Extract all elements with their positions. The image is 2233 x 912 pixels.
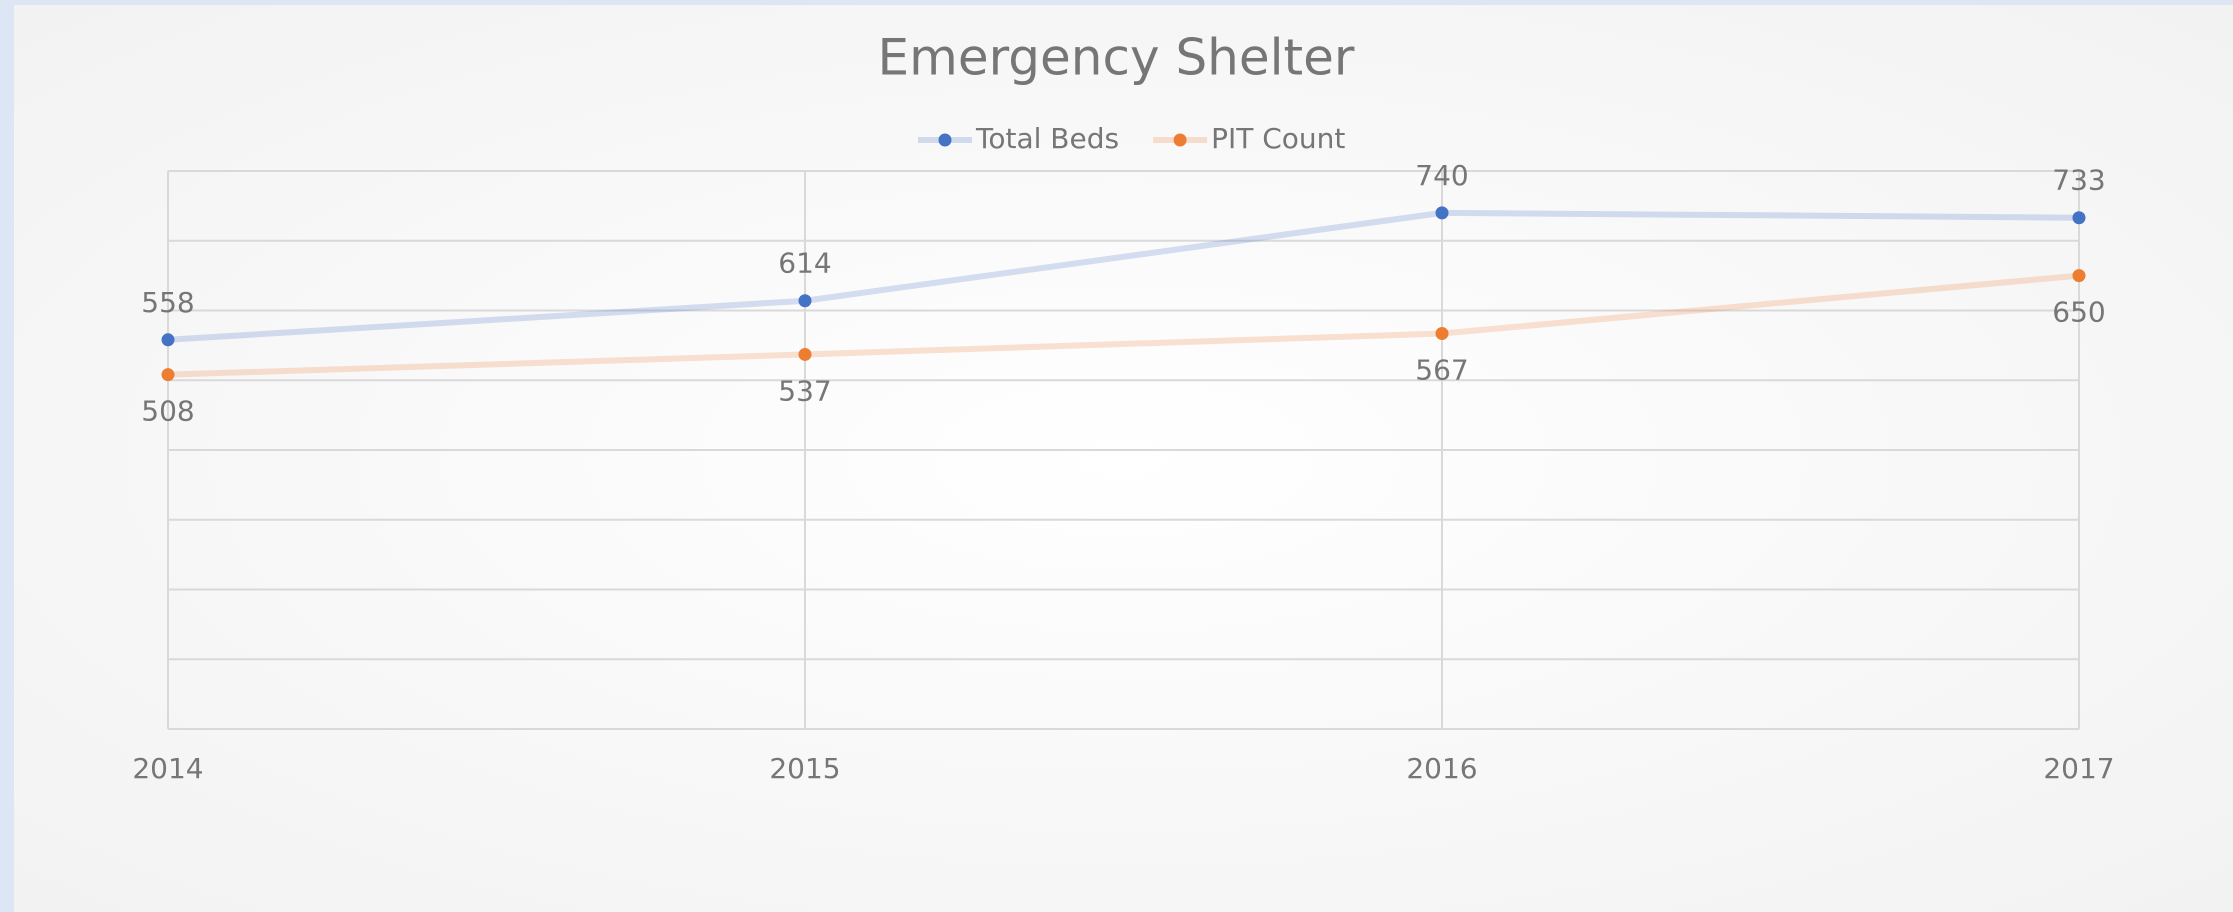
data-label: 558 [141, 286, 194, 319]
data-label: 508 [141, 395, 194, 428]
legend: Total Beds PIT Count [918, 122, 1345, 155]
data-point [1435, 327, 1449, 341]
legend-label: PIT Count [1211, 122, 1345, 155]
x-tick-label: 2016 [1406, 752, 1477, 785]
data-label: 567 [1415, 354, 1468, 387]
data-point [798, 347, 812, 361]
data-point [1435, 206, 1449, 220]
data-label: 650 [2052, 296, 2105, 329]
data-label: 537 [778, 374, 831, 407]
legend-label: Total Beds [975, 122, 1119, 155]
data-point [798, 294, 812, 308]
x-tick-label: 2014 [132, 752, 203, 785]
data-point [2072, 269, 2086, 283]
series-line [167, 272, 2080, 378]
series-line [167, 209, 2080, 343]
chart-background [14, 5, 2233, 912]
data-point [2072, 211, 2086, 225]
x-tick-label: 2015 [769, 752, 840, 785]
data-label: 740 [1415, 159, 1468, 192]
data-point [161, 368, 175, 382]
x-tick-label: 2017 [2043, 752, 2114, 785]
data-label: 733 [2052, 164, 2105, 197]
legend-marker [1173, 133, 1187, 147]
data-point [161, 333, 175, 347]
chart-title: Emergency Shelter [878, 29, 1355, 87]
legend-marker [938, 133, 952, 147]
data-label: 614 [778, 247, 831, 280]
